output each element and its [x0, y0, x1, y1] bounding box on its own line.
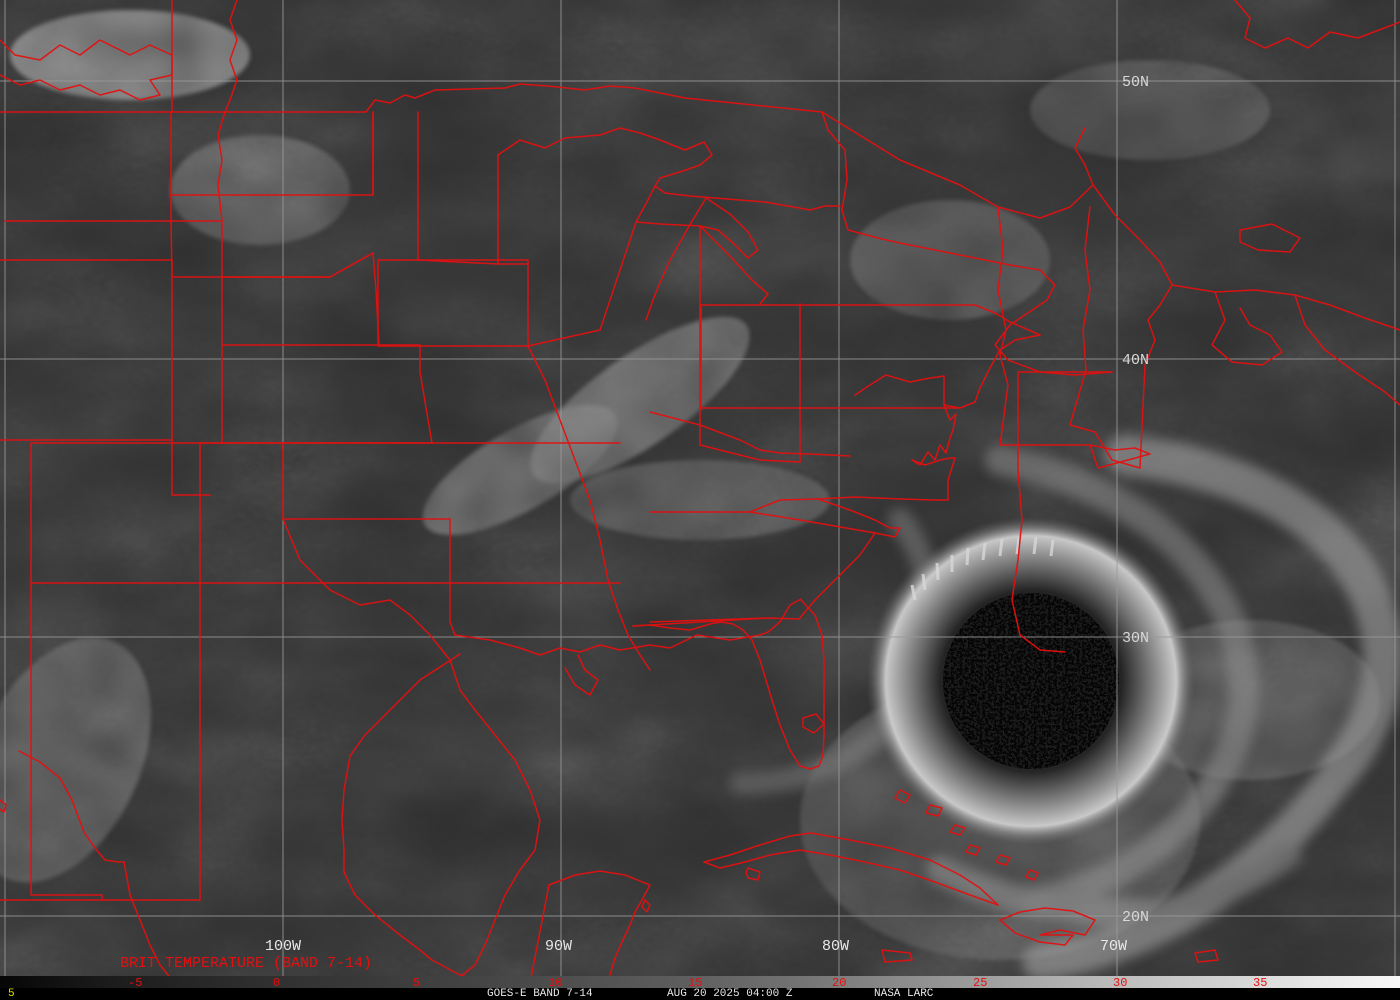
svg-text:80W: 80W	[822, 938, 849, 955]
svg-text:70W: 70W	[1100, 938, 1127, 955]
svg-text:30N: 30N	[1122, 630, 1149, 647]
svg-text:50N: 50N	[1122, 74, 1149, 91]
svg-text:20N: 20N	[1122, 909, 1149, 926]
svg-text:40N: 40N	[1122, 352, 1149, 369]
svg-text:90W: 90W	[545, 938, 572, 955]
svg-text:100W: 100W	[265, 938, 301, 955]
svg-text:BRIT TEMPERATURE (BAND 7-14): BRIT TEMPERATURE (BAND 7-14)	[120, 955, 372, 972]
